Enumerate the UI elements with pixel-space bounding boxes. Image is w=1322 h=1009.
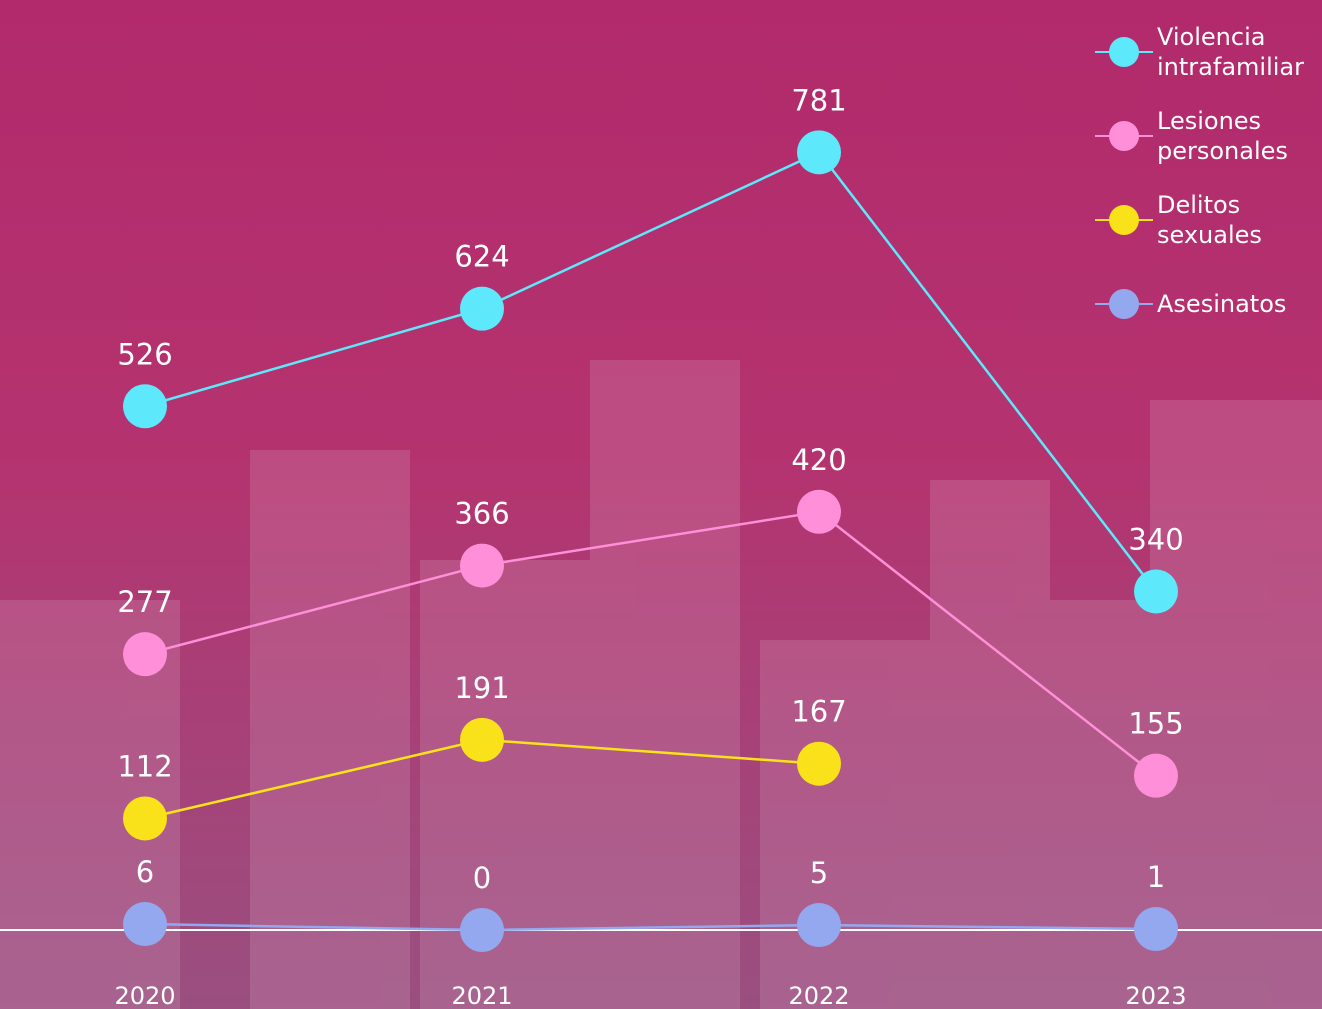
legend-dot <box>1109 37 1139 67</box>
data-label: 781 <box>791 83 846 117</box>
x-tick-label: 2020 <box>114 982 175 1009</box>
data-label: 6 <box>136 855 154 889</box>
data-label: 0 <box>473 861 491 895</box>
legend-label: Delitos sexuales <box>1153 190 1320 250</box>
legend-label: Lesiones personales <box>1153 106 1320 166</box>
data-point <box>1134 569 1178 613</box>
data-label: 155 <box>1128 707 1183 741</box>
data-point <box>797 742 841 786</box>
data-point <box>123 632 167 676</box>
data-label: 112 <box>117 749 172 783</box>
data-label: 5 <box>810 856 828 890</box>
legend-symbol <box>1095 121 1153 151</box>
data-point <box>797 130 841 174</box>
legend-dot <box>1109 121 1139 151</box>
data-label: 366 <box>454 497 509 531</box>
legend-item: Violencia intrafamiliar <box>1095 10 1320 94</box>
data-label: 277 <box>117 585 172 619</box>
data-point <box>1134 907 1178 951</box>
legend-item: Asesinatos <box>1095 262 1320 346</box>
data-point <box>460 287 504 331</box>
x-tick-label: 2022 <box>788 982 849 1009</box>
data-label: 340 <box>1128 522 1183 556</box>
x-tick-label: 2021 <box>451 982 512 1009</box>
data-label: 420 <box>791 443 846 477</box>
data-label: 191 <box>454 671 509 705</box>
legend-symbol <box>1095 289 1153 319</box>
legend-label: Violencia intrafamiliar <box>1153 22 1320 82</box>
data-point <box>123 384 167 428</box>
x-tick-label: 2023 <box>1125 982 1186 1009</box>
legend-item: Lesiones personales <box>1095 94 1320 178</box>
data-label: 526 <box>117 337 172 371</box>
data-label: 1 <box>1147 860 1165 894</box>
data-point <box>123 902 167 946</box>
legend-item: Delitos sexuales <box>1095 178 1320 262</box>
legend-dot <box>1109 205 1139 235</box>
data-point <box>460 908 504 952</box>
data-point <box>797 490 841 534</box>
data-point <box>797 903 841 947</box>
data-point <box>123 796 167 840</box>
legend-symbol <box>1095 205 1153 235</box>
legend-label: Asesinatos <box>1153 289 1320 319</box>
data-point <box>460 718 504 762</box>
chart-page: 2020 2021 2022 2023 526 624 781 340 277 366 420 155… <box>0 0 1322 1009</box>
legend-dot <box>1109 289 1139 319</box>
legend-symbol <box>1095 37 1153 67</box>
data-point <box>460 544 504 588</box>
data-label: 167 <box>791 695 846 729</box>
data-label: 624 <box>454 240 509 274</box>
legend: Violencia intrafamiliar Lesiones personal… <box>1095 10 1320 346</box>
data-point <box>1134 754 1178 798</box>
